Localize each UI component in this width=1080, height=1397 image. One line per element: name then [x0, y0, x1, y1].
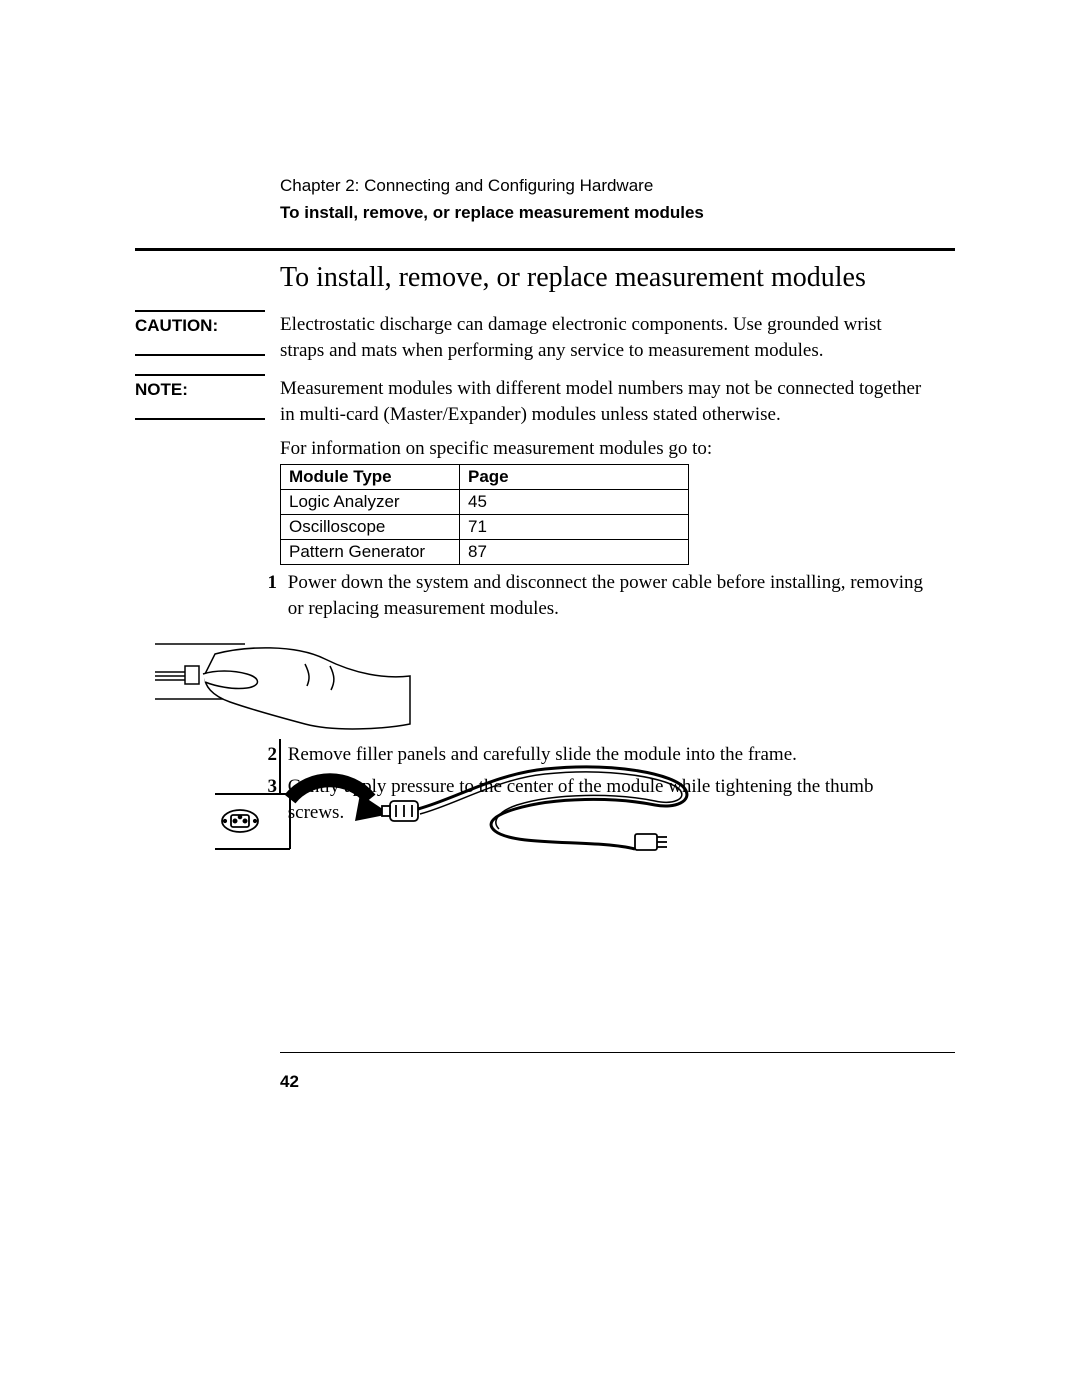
- caution-rule-bottom: [135, 354, 265, 356]
- step-text: Gently apply pressure to the center of t…: [288, 774, 928, 825]
- section-title: To install, remove, or replace measureme…: [280, 262, 866, 294]
- caution-rule-top: [135, 310, 265, 312]
- document-page: Chapter 2: Connecting and Configuring Ha…: [0, 0, 1080, 1397]
- cell-page: 45: [460, 490, 689, 515]
- step-number: 1: [255, 570, 277, 596]
- step-2: 2 Remove filler panels and carefully sli…: [255, 742, 935, 768]
- cell-module-type: Oscilloscope: [281, 515, 460, 540]
- step-1: 1 Power down the system and disconnect t…: [255, 570, 935, 621]
- figure-area: [155, 624, 955, 734]
- note-rule-top: [135, 374, 265, 376]
- step-3: 3 Gently apply pressure to the center of…: [255, 774, 935, 825]
- cell-module-type: Pattern Generator: [281, 540, 460, 565]
- step-number: 3: [255, 774, 277, 800]
- caution-text: Electrostatic discharge can damage elect…: [280, 312, 930, 363]
- table-header-row: Module Type Page: [281, 465, 689, 490]
- table-row: Pattern Generator 87: [281, 540, 689, 565]
- bottom-rule: [280, 1052, 955, 1053]
- note-rule-bottom: [135, 418, 265, 420]
- page-number: 42: [280, 1072, 299, 1092]
- page-header: Chapter 2: Connecting and Configuring Ha…: [280, 172, 704, 226]
- intro-text: For information on specific measurement …: [280, 438, 930, 460]
- th-page: Page: [460, 465, 689, 490]
- chapter-line: Chapter 2: Connecting and Configuring Ha…: [280, 172, 704, 199]
- th-module-type: Module Type: [281, 465, 460, 490]
- power-switch-figure: [155, 624, 415, 734]
- cell-page: 87: [460, 540, 689, 565]
- step-text: Remove filler panels and carefully slide…: [288, 742, 928, 768]
- table-row: Oscilloscope 71: [281, 515, 689, 540]
- step-number: 2: [255, 742, 277, 768]
- note-text: Measurement modules with different model…: [280, 376, 930, 427]
- module-table: Module Type Page Logic Analyzer 45 Oscil…: [280, 464, 689, 565]
- table-row: Logic Analyzer 45: [281, 490, 689, 515]
- caution-label: CAUTION:: [135, 316, 265, 336]
- top-rule: [135, 248, 955, 251]
- cell-page: 71: [460, 515, 689, 540]
- cell-module-type: Logic Analyzer: [281, 490, 460, 515]
- note-label: NOTE:: [135, 380, 265, 400]
- step-text: Power down the system and disconnect the…: [288, 570, 928, 621]
- header-subtitle: To install, remove, or replace measureme…: [280, 199, 704, 226]
